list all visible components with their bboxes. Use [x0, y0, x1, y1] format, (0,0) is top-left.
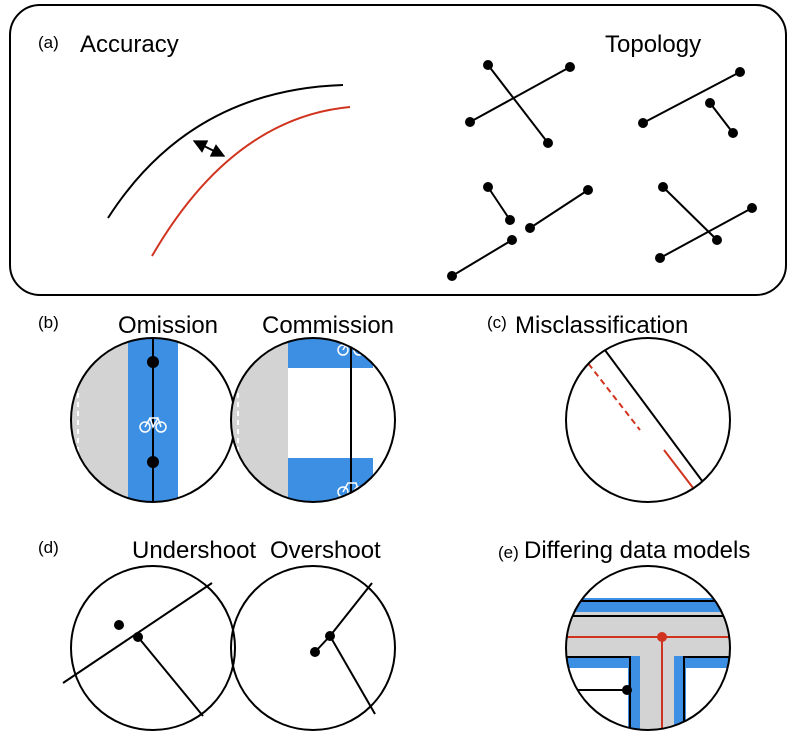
misclassification-drawing: [569, 338, 721, 502]
label: (d): [38, 538, 59, 557]
title: Topology: [605, 31, 701, 58]
circle: [230, 565, 396, 731]
title: Undershoot: [132, 537, 256, 564]
title: Accuracy: [80, 31, 179, 58]
undershoot-drawing: [62, 582, 213, 717]
circle: [70, 565, 236, 731]
overshoot-drawing: [310, 582, 376, 715]
label: (b): [38, 313, 59, 332]
label: (e): [498, 543, 519, 562]
circle: [565, 565, 731, 731]
omission-drawing: [71, 338, 178, 502]
label: (c): [487, 313, 507, 332]
title: Differing data models: [524, 537, 750, 564]
circle: [230, 337, 396, 503]
commission-drawing: [231, 338, 373, 502]
accuracy-drawing: [107, 84, 351, 257]
topology-drawing: [447, 60, 757, 281]
title: Omission: [118, 312, 218, 339]
circle: [565, 337, 731, 503]
title: Commission: [262, 312, 394, 339]
title: Overshoot: [270, 537, 381, 564]
label: (a): [38, 33, 59, 52]
data-models-drawing: [566, 598, 730, 730]
panel-frame: [9, 4, 787, 296]
title: Misclassification: [515, 312, 688, 339]
